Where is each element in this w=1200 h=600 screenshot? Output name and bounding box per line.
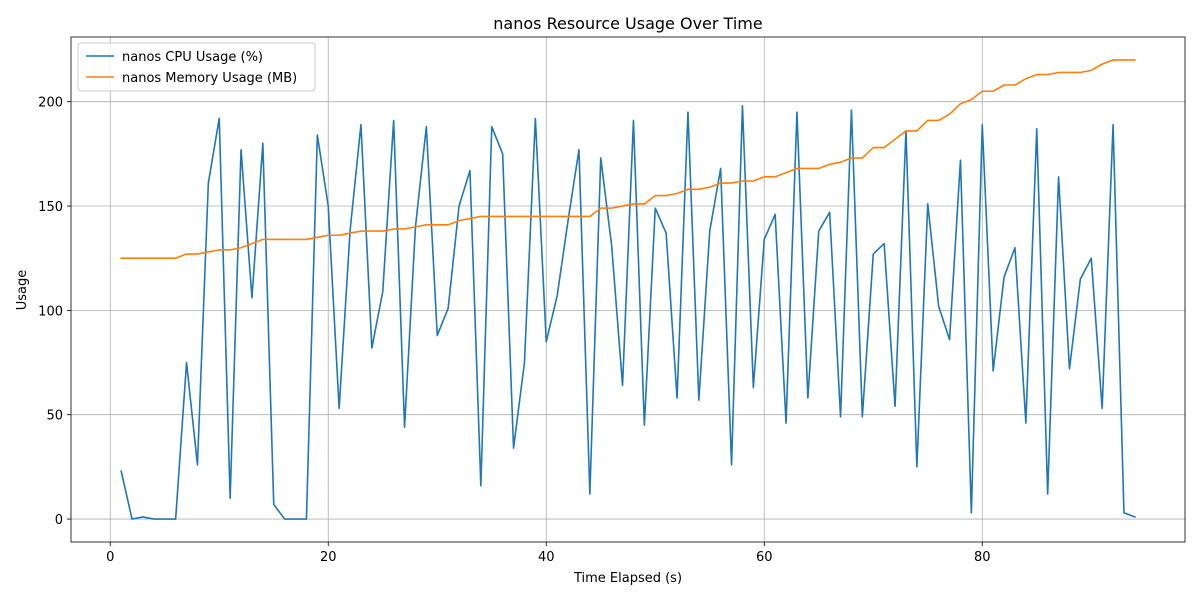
y-tick-label: 200 xyxy=(38,96,63,111)
x-tick-label: 80 xyxy=(974,550,991,565)
plot-frame xyxy=(70,36,1186,543)
x-tick-label: 20 xyxy=(320,550,337,565)
x-tick-label: 0 xyxy=(106,550,114,565)
y-tick-label: 150 xyxy=(38,200,63,215)
axis-ticks: 0 20 40 60 80 0 50 100 150 200 xyxy=(38,96,990,565)
x-axis-label: Time Elapsed (s) xyxy=(573,571,682,586)
series-line-nanos-cpu-usage xyxy=(120,105,1136,520)
series-lines xyxy=(120,59,1136,520)
chart-title: nanos Resource Usage Over Time xyxy=(493,14,762,33)
y-tick-label: 100 xyxy=(38,304,63,319)
legend: nanos CPU Usage (%) nanos Memory Usage (… xyxy=(77,42,316,92)
x-tick-label: 60 xyxy=(756,550,773,565)
legend-cpu-label: nanos CPU Usage (%) xyxy=(122,50,263,65)
x-tick-label: 40 xyxy=(538,550,555,565)
y-tick-label: 50 xyxy=(46,409,63,424)
y-axis-label: Usage xyxy=(15,270,30,311)
y-tick-label: 0 xyxy=(55,513,63,528)
grid-lines xyxy=(71,37,1185,542)
legend-box xyxy=(77,42,316,92)
series-line-nanos-memory-usage-mb xyxy=(120,59,1136,260)
legend-memory-label: nanos Memory Usage (MB) xyxy=(122,71,297,86)
